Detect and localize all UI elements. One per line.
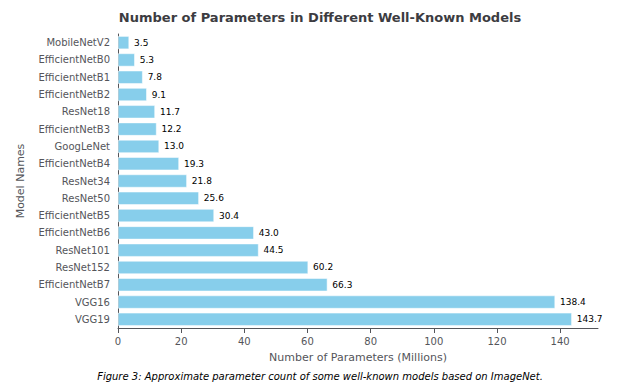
svg-text:VGG19: VGG19 <box>75 314 110 325</box>
svg-text:EfficientNetB0: EfficientNetB0 <box>39 54 110 65</box>
svg-text:3.5: 3.5 <box>134 38 148 48</box>
svg-text:ResNet152: ResNet152 <box>55 262 110 273</box>
svg-text:7.8: 7.8 <box>148 72 163 82</box>
svg-text:ResNet101: ResNet101 <box>55 245 110 256</box>
svg-text:60: 60 <box>301 336 314 347</box>
svg-text:143.7: 143.7 <box>577 314 603 324</box>
svg-text:EfficientNetB6: EfficientNetB6 <box>39 227 110 238</box>
svg-text:40: 40 <box>238 336 251 347</box>
svg-text:Model Names: Model Names <box>14 143 27 218</box>
svg-text:EfficientNetB3: EfficientNetB3 <box>39 124 110 135</box>
svg-text:44.5: 44.5 <box>264 245 284 255</box>
svg-text:11.7: 11.7 <box>160 107 180 117</box>
svg-text:25.6: 25.6 <box>204 193 224 203</box>
svg-text:13.0: 13.0 <box>164 141 184 151</box>
svg-text:19.3: 19.3 <box>184 159 204 169</box>
svg-text:138.4: 138.4 <box>560 297 586 307</box>
svg-text:EfficientNetB5: EfficientNetB5 <box>39 210 110 221</box>
svg-text:100: 100 <box>424 336 443 347</box>
svg-text:EfficientNetB1: EfficientNetB1 <box>39 72 110 83</box>
svg-text:EfficientNetB7: EfficientNetB7 <box>39 279 110 290</box>
svg-text:0: 0 <box>115 336 121 347</box>
svg-text:20: 20 <box>175 336 188 347</box>
svg-text:21.8: 21.8 <box>192 176 212 186</box>
svg-text:ResNet34: ResNet34 <box>62 176 110 187</box>
svg-text:43.0: 43.0 <box>259 228 279 238</box>
svg-text:Number of Parameters (Millions: Number of Parameters (Millions) <box>269 351 447 364</box>
svg-text:66.3: 66.3 <box>332 280 352 290</box>
svg-text:GoogLeNet: GoogLeNet <box>55 141 111 152</box>
svg-text:9.1: 9.1 <box>152 90 166 100</box>
svg-text:140: 140 <box>551 336 570 347</box>
svg-text:60.2: 60.2 <box>313 262 333 272</box>
svg-text:ResNet50: ResNet50 <box>62 193 110 204</box>
svg-text:EfficientNetB2: EfficientNetB2 <box>39 89 110 100</box>
svg-text:5.3: 5.3 <box>140 55 154 65</box>
svg-text:80: 80 <box>364 336 377 347</box>
svg-text:MobileNetV2: MobileNetV2 <box>46 37 110 48</box>
svg-text:Number of Parameters in Differ: Number of Parameters in Different Well-K… <box>119 10 522 25</box>
svg-text:12.2: 12.2 <box>162 124 182 134</box>
svg-text:EfficientNetB4: EfficientNetB4 <box>39 158 110 169</box>
svg-text:VGG16: VGG16 <box>75 297 110 308</box>
svg-text:ResNet18: ResNet18 <box>62 106 110 117</box>
svg-text:30.4: 30.4 <box>219 211 239 221</box>
svg-text:Figure 3: Approximate paramete: Figure 3: Approximate parameter count of… <box>97 371 543 382</box>
svg-text:120: 120 <box>487 336 506 347</box>
